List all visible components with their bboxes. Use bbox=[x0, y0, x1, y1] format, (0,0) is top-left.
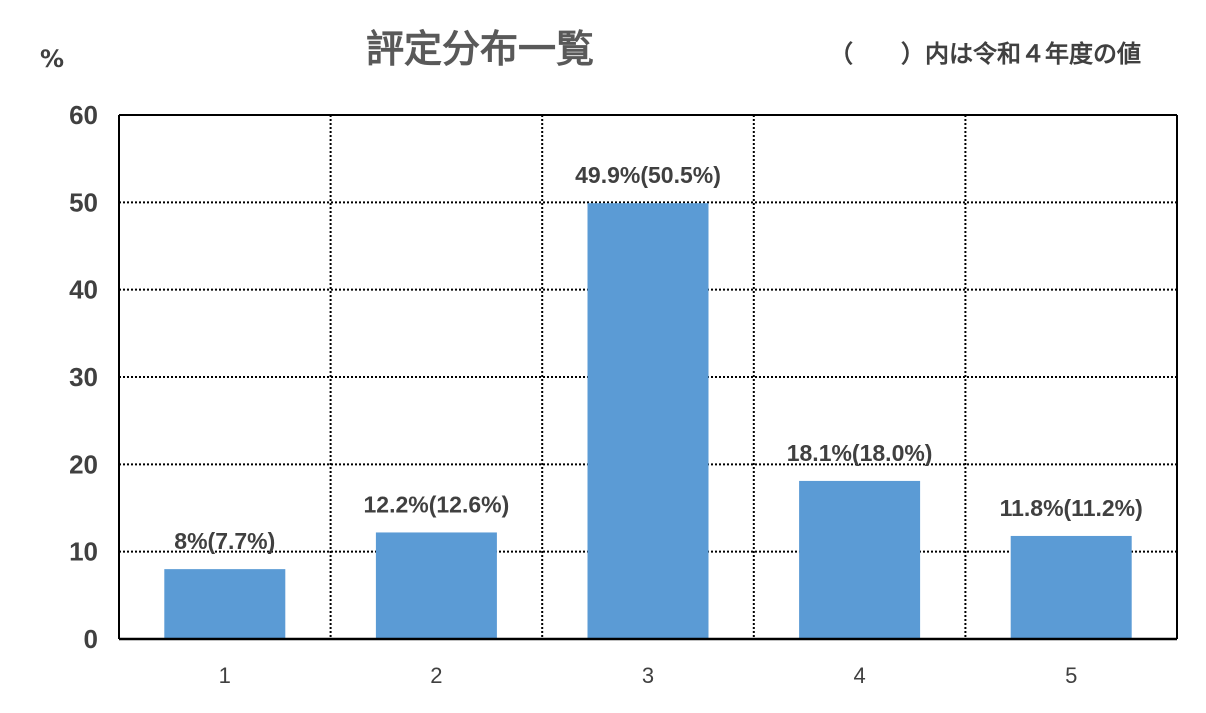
data-label-2: 12.2%(12.6%) bbox=[364, 491, 510, 517]
bars bbox=[164, 203, 1132, 639]
data-labels: 8%(7.7%) 12.2%(12.6%) 49.9%(50.5%) 18.1%(18… bbox=[174, 162, 1143, 554]
y-tick-50: 50 bbox=[69, 187, 98, 217]
bar-2 bbox=[375, 532, 497, 639]
bar-3 bbox=[587, 203, 709, 639]
x-tick-5: 5 bbox=[1065, 663, 1077, 688]
y-axis-ticks: 0 10 20 30 40 50 60 bbox=[69, 100, 98, 654]
bar-5 bbox=[1010, 535, 1132, 639]
y-tick-20: 20 bbox=[69, 449, 98, 479]
data-label-5: 11.8%(11.2%) bbox=[1000, 495, 1143, 521]
data-label-4: 18.1%(18.0%) bbox=[787, 440, 933, 466]
chart-note: （ ）内は令和４年度の値 bbox=[829, 40, 1141, 68]
x-tick-4: 4 bbox=[853, 663, 865, 688]
x-tick-3: 3 bbox=[642, 663, 654, 688]
x-axis-ticks: 1 2 3 4 5 bbox=[219, 663, 1078, 688]
y-tick-60: 60 bbox=[69, 100, 98, 130]
chart-title: 評定分布一覧 bbox=[366, 27, 594, 71]
data-label-1: 8%(7.7%) bbox=[174, 528, 275, 554]
y-axis-unit-label: % bbox=[40, 45, 64, 73]
y-tick-30: 30 bbox=[69, 362, 98, 392]
x-tick-2: 2 bbox=[430, 663, 442, 688]
x-tick-1: 1 bbox=[219, 663, 231, 688]
y-tick-0: 0 bbox=[84, 624, 98, 654]
y-tick-40: 40 bbox=[69, 275, 98, 305]
y-tick-10: 10 bbox=[69, 537, 98, 567]
data-label-3: 49.9%(50.5%) bbox=[575, 162, 721, 188]
plot-frame bbox=[118, 114, 1178, 641]
bar-4 bbox=[799, 480, 921, 639]
bar-1 bbox=[164, 569, 286, 639]
